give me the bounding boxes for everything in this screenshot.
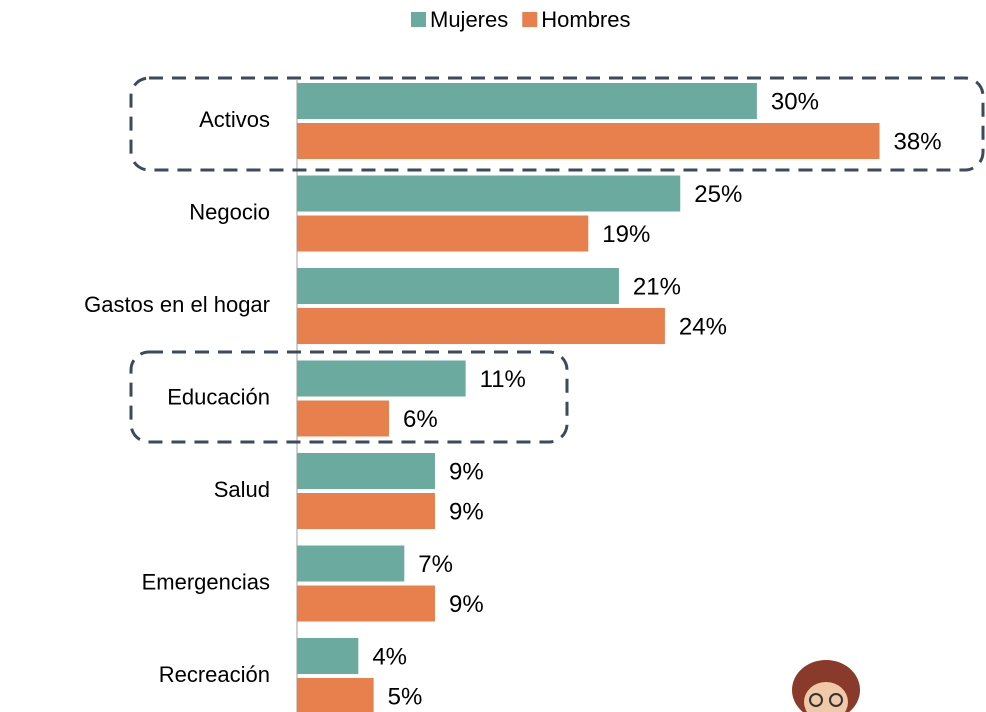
bar (297, 176, 680, 212)
value-label: 9% (449, 498, 484, 525)
category-label: Recreación (159, 662, 270, 687)
legend-label: Mujeres (430, 7, 508, 32)
value-label: 30% (771, 88, 819, 115)
bar (297, 268, 619, 304)
bar (297, 453, 435, 489)
bar (297, 493, 435, 529)
bar (297, 401, 389, 437)
bar (297, 638, 358, 674)
value-label: 38% (894, 128, 942, 155)
category-label: Emergencias (142, 569, 270, 594)
category-label: Negocio (189, 199, 270, 224)
value-label: 9% (449, 458, 484, 485)
legend-swatch (522, 12, 537, 27)
value-label: 5% (388, 683, 423, 710)
value-label: 7% (418, 551, 453, 578)
bar (297, 678, 374, 712)
chart: Activos 30% 38% Negocio 25% 19% Gastos en el h… (0, 0, 986, 712)
legend-swatch (411, 12, 426, 27)
bar (297, 586, 435, 622)
value-label: 11% (480, 366, 526, 393)
category-label: Activos (199, 107, 270, 132)
value-label: 4% (372, 643, 407, 670)
legend-label: Hombres (541, 7, 630, 32)
bar (297, 308, 665, 344)
value-label: 6% (403, 406, 438, 433)
category-label: Educación (167, 384, 270, 409)
bar (297, 361, 466, 397)
value-label: 21% (633, 273, 681, 300)
bar (297, 123, 880, 159)
bar (297, 83, 757, 119)
bar (297, 216, 588, 252)
value-label: 9% (449, 591, 484, 618)
value-label: 25% (694, 181, 742, 208)
category-label: Gastos en el hogar (84, 292, 270, 317)
category-label: Salud (214, 477, 270, 502)
value-label: 19% (602, 221, 650, 248)
value-label: 24% (679, 313, 727, 340)
cartoon-face (792, 660, 860, 712)
bar (297, 546, 404, 582)
